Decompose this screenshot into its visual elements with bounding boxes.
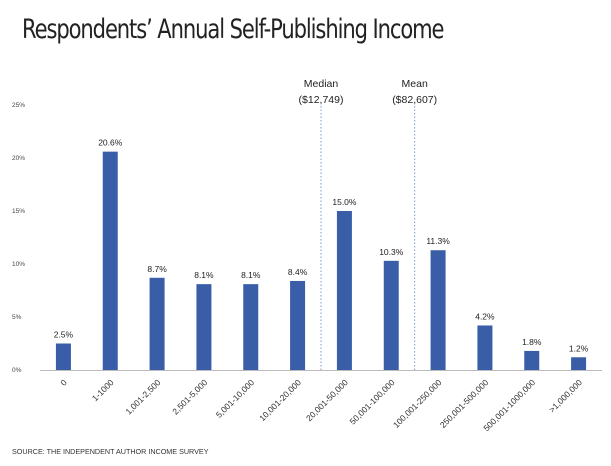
y-tick-label: 25% xyxy=(12,102,25,109)
bar-value-label: 8.1% xyxy=(241,270,261,280)
x-tick-label: 50,001-100,000 xyxy=(347,377,396,426)
x-tick-label: >1,000,000 xyxy=(547,377,585,415)
y-tick-label: 0% xyxy=(12,367,22,374)
annotation-label: Mean xyxy=(402,78,428,90)
x-tick-label: 1-1000 xyxy=(90,377,116,403)
bar-value-label: 8.1% xyxy=(194,270,214,280)
bar xyxy=(290,280,306,370)
bar-value-label: 15.0% xyxy=(332,197,357,207)
bar-value-label: 20.6% xyxy=(98,138,123,148)
bar-value-label: 8.7% xyxy=(147,264,167,274)
x-tick-label: 250,001-500,000 xyxy=(438,377,491,430)
x-tick-label: 5,001-10,000 xyxy=(214,377,257,420)
bar-value-label: 2.5% xyxy=(54,330,74,340)
y-tick-label: 20% xyxy=(12,155,25,162)
bar xyxy=(336,211,352,370)
x-tick-label: 10,001-20,000 xyxy=(257,377,303,423)
bar-value-label: 8.4% xyxy=(288,267,308,277)
y-tick-label: 10% xyxy=(12,261,25,268)
bar xyxy=(477,325,493,370)
chart-source: SOURCE: THE INDEPENDENT AUTHOR INCOME SU… xyxy=(12,447,209,456)
annotation-value: ($82,607) xyxy=(392,94,437,106)
bar xyxy=(102,151,118,370)
x-tick-label: 20,001-50,000 xyxy=(304,377,350,423)
y-tick-label: 15% xyxy=(12,208,25,215)
bar xyxy=(55,343,71,370)
x-tick-label: 100,001-250,000 xyxy=(391,377,444,430)
bar xyxy=(571,357,587,370)
bar-value-label: 4.2% xyxy=(475,311,495,321)
x-tick-label: 0 xyxy=(58,377,69,388)
bar xyxy=(430,250,446,370)
bar-value-label: 1.8% xyxy=(522,337,542,347)
bar xyxy=(149,277,165,370)
annotation-value: ($12,749) xyxy=(299,94,344,106)
bar-value-label: 10.3% xyxy=(379,247,404,257)
y-tick-label: 5% xyxy=(12,314,22,321)
chart-title: Respondents’ Annual Self-Publishing Inco… xyxy=(22,14,444,45)
x-tick-label: 2,501-5,000 xyxy=(170,377,209,416)
bar xyxy=(196,284,212,370)
bar-value-label: 11.3% xyxy=(426,236,450,246)
x-tick-label: 1,001-2,500 xyxy=(123,377,162,416)
bar-value-label: 1.2% xyxy=(569,343,589,353)
bar xyxy=(243,284,259,370)
x-tick-label: 500,001-1000,000 xyxy=(481,377,537,433)
bar xyxy=(383,260,399,370)
bar xyxy=(524,350,540,370)
annotation-label: Median xyxy=(304,78,339,90)
